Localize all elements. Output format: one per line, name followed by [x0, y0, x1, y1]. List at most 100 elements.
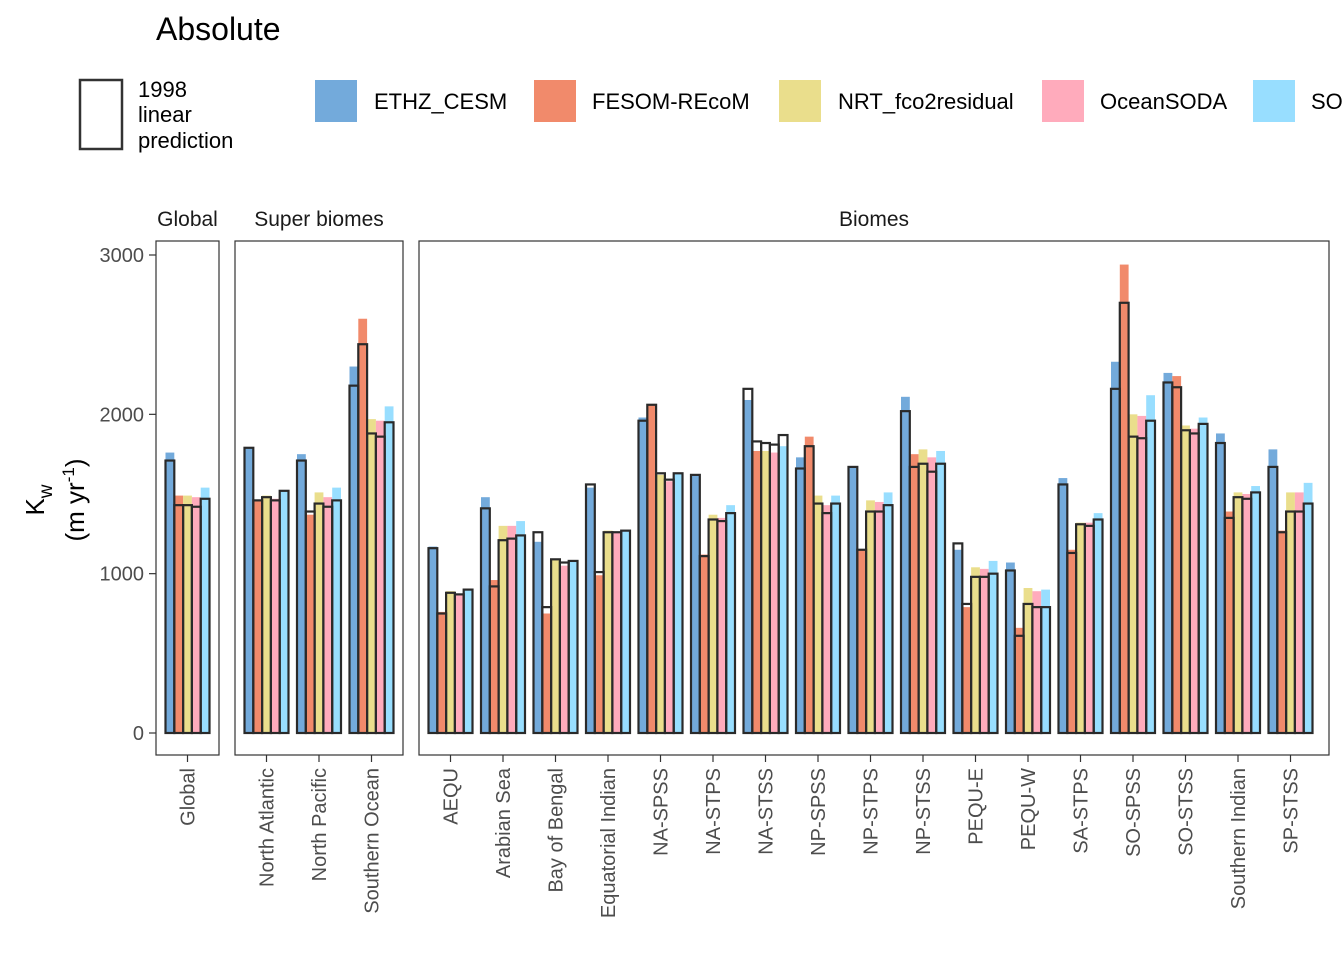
bar-ethz-cesm-so-spss [1111, 361, 1120, 733]
bar-oceansoda-sa-stps [1084, 522, 1094, 733]
bar-ethz-cesm-bay-of-bengal [533, 541, 543, 733]
bar-nrt-fco2residual-np-stps [866, 500, 875, 733]
bar-outline-1998-so-na-stss [777, 433, 789, 735]
bar-outline-1998-so-sa-stps [1092, 518, 1104, 735]
category-north-atlantic: North Atlantic [243, 446, 290, 887]
x-tick-label-southern-ocean: Southern Ocean [362, 768, 384, 914]
x-tick-label-na-spss: NA-SPSS [651, 768, 673, 856]
x-tick-label-southern-indian: Southern Indian [1228, 768, 1250, 909]
y-axis: Kw (m yr-1) 0 1000 2000 3000 [20, 245, 156, 745]
bar-oceansoda-pequ-w [1032, 591, 1042, 733]
bar-oceansoda-so-spss [1137, 415, 1147, 733]
bar-so-na-spss [673, 473, 683, 733]
bar-oceansoda-pequ-e [979, 568, 989, 733]
legend-swatch-oceansoda [1042, 80, 1084, 122]
category-pequ-w: PEQU-W [1004, 562, 1052, 850]
bar-so-bay-of-bengal [568, 560, 578, 733]
bar-outline-1998-so-np-spss [830, 502, 842, 735]
bar-fesom-recom-southern-indian [1224, 511, 1234, 733]
bar-so-pequ-e [988, 560, 998, 733]
legend-swatch-fesom-recom [534, 80, 576, 122]
x-tick-label-global: Global [178, 768, 200, 826]
bar-so-np-stps [883, 492, 893, 733]
x-tick-label-pequ-w: PEQU-W [1018, 768, 1040, 850]
bar-ethz-cesm-pequ-w [1006, 562, 1015, 733]
category-sp-stss: SP-STSS [1267, 449, 1314, 854]
legend-label-ethz-cesm: ETHZ_CESM [374, 89, 507, 114]
bar-oceansoda-bay-of-bengal [559, 565, 569, 733]
bar-ethz-cesm-np-spss [796, 457, 805, 733]
legend: 1998 linear prediction ETHZ_CESM FESOM-RE… [78, 77, 1343, 153]
bar-fesom-recom-so-spss [1119, 264, 1129, 733]
bar-outline-1998-so-arabian-sea [515, 534, 527, 735]
bar-oceansoda-np-stps [874, 501, 884, 733]
bar-outline-1998-so-equatorial-indian [620, 529, 632, 735]
bar-outline-1998-so-global [199, 497, 211, 735]
x-tick-label-arabian-sea: Arabian Sea [493, 767, 515, 878]
bar-ethz-cesm-np-stps [848, 466, 858, 733]
category-sa-stps: SA-STPS [1057, 478, 1104, 854]
bar-so-pequ-w [1041, 589, 1050, 733]
bar-so-so-stss [1198, 417, 1208, 733]
y-axis-unit-sup: -1 [59, 467, 78, 482]
bar-fesom-recom-so-stss [1172, 376, 1182, 733]
bar-nrt-fco2residual-north-atlantic [262, 495, 271, 733]
x-tick-label-na-stps: NA-STPS [703, 768, 725, 855]
bar-ethz-cesm-north-atlantic [244, 447, 254, 733]
bar-oceansoda-na-stss [769, 452, 779, 733]
x-tick-label-pequ-e: PEQU-E [966, 768, 988, 845]
panel-border-super-biomes [234, 240, 404, 756]
y-axis-title-sub: w [36, 484, 57, 499]
bar-outline-1998-so-pequ-w [1040, 606, 1052, 735]
bar-oceansoda-na-stps [717, 517, 727, 733]
y-axis-unit-post: ) [60, 459, 90, 468]
y-axis-unit-pre: (m yr [60, 482, 90, 542]
legend-swatch-ethz-cesm [315, 80, 357, 122]
bar-ethz-cesm-arabian-sea [481, 497, 490, 733]
category-southern-indian: Southern Indian [1214, 433, 1262, 909]
bar-ethz-cesm-southern-ocean [349, 366, 359, 733]
bar-outline-1998-so-so-spss [1145, 419, 1157, 735]
bar-fesom-recom-north-pacific [305, 514, 315, 733]
x-tick-label-equatorial-indian: Equatorial Indian [598, 768, 620, 918]
category-arabian-sea: Arabian Sea [479, 497, 527, 878]
bar-nrt-fco2residual-aequ [446, 591, 455, 733]
bar-nrt-fco2residual-bay-of-bengal [551, 559, 560, 733]
bar-outline-1998-so-southern-ocean [383, 421, 395, 735]
bar-nrt-fco2residual-global [183, 495, 192, 733]
bar-oceansoda-southern-indian [1242, 494, 1252, 733]
bar-ethz-cesm-np-stss [901, 396, 910, 733]
bar-fesom-recom-na-stps [699, 554, 709, 733]
bar-oceansoda-na-spss [664, 481, 674, 733]
legend-fill-items: ETHZ_CESM FESOM-REcoM NRT_fco2residual Ocea… [315, 80, 1343, 122]
x-tick-label-np-stss: NP-STSS [913, 768, 935, 855]
bar-nrt-fco2residual-southern-ocean [367, 419, 376, 733]
bar-ethz-cesm-global [165, 452, 175, 733]
bar-ethz-cesm-sa-stps [1058, 478, 1068, 733]
bar-outline-1998-so-north-pacific [331, 499, 343, 735]
bar-oceansoda-np-spss [822, 505, 832, 733]
panels: Global Global Super biomes North Atlantic No… [155, 208, 1330, 918]
bar-nrt-fco2residual-sa-stps [1076, 522, 1085, 733]
legend-label-oceansoda: OceanSODA [1100, 89, 1227, 114]
bar-nrt-fco2residual-sp-stss [1286, 492, 1295, 733]
y-tick-label-2000: 2000 [100, 404, 145, 426]
bar-nrt-fco2residual-north-pacific [314, 492, 324, 733]
bar-so-na-stps [726, 505, 735, 733]
x-tick-label-so-spss: SO-SPSS [1123, 768, 1145, 857]
category-na-spss: NA-SPSS [637, 403, 684, 856]
bar-ethz-cesm-north-pacific [297, 454, 306, 733]
category-bay-of-bengal: Bay of Bengal [532, 531, 579, 893]
x-tick-label-north-pacific: North Pacific [309, 768, 331, 881]
panel-biomes: Biomes AEQU Arabian Sea Bay of Bengal Equato… [418, 208, 1330, 918]
category-np-spss: NP-SPSS [794, 436, 842, 856]
bar-nrt-fco2residual-pequ-e [971, 567, 980, 733]
x-tick-label-sp-stss: SP-STSS [1281, 768, 1303, 854]
bar-oceansoda-equatorial-indian [612, 532, 622, 733]
panel-strip-biomes: Biomes [839, 208, 909, 231]
category-global: Global [164, 452, 211, 826]
bar-nrt-fco2residual-so-spss [1128, 414, 1138, 733]
y-axis-title-line-1: Kw [20, 484, 57, 515]
y-tick-label-3000: 3000 [100, 245, 145, 267]
y-axis-ticks: 0 1000 2000 3000 [100, 245, 156, 745]
